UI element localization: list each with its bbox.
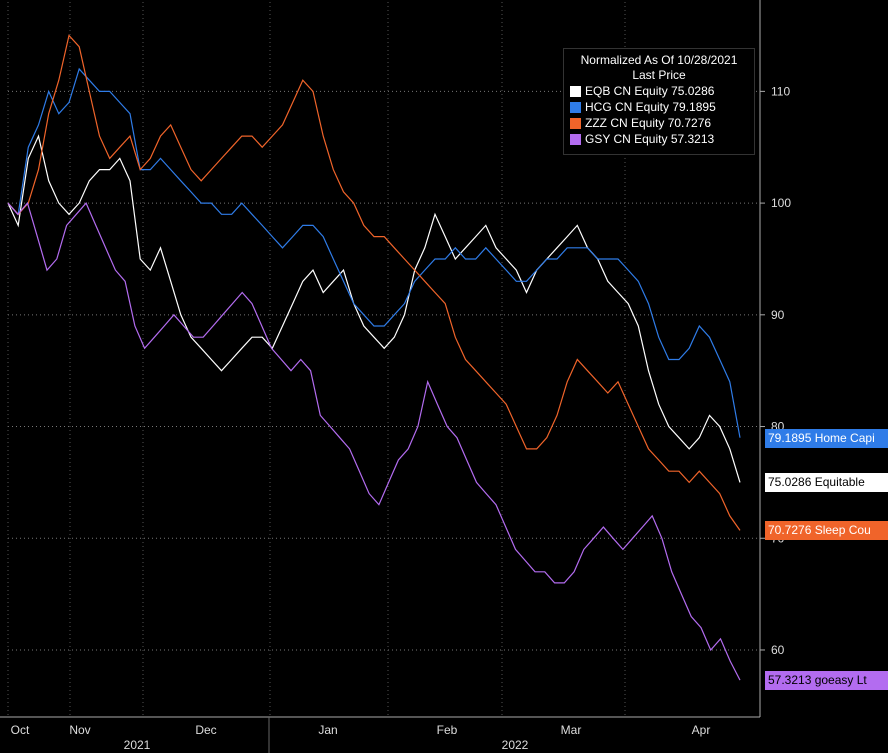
x-tick-label: Nov bbox=[69, 723, 90, 737]
series-line-hcg bbox=[7, 67, 741, 438]
y-tick-label: 110 bbox=[771, 84, 790, 98]
y-tick-label: 90 bbox=[771, 308, 785, 322]
series-line-zzz bbox=[7, 34, 741, 531]
x-tick-label: Apr bbox=[692, 723, 711, 737]
legend-entry-gsy: GSY CN Equity 57.3213 bbox=[564, 131, 754, 147]
legend-value: 75.0286 bbox=[671, 84, 715, 98]
legend-entry-eqb: EQB CN Equity 75.0286 bbox=[564, 83, 754, 99]
year-label: 2022 bbox=[502, 738, 529, 752]
y-tick-label: 100 bbox=[771, 196, 791, 210]
legend-swatch bbox=[570, 101, 581, 113]
legend-subtitle: Last Price bbox=[632, 68, 686, 82]
legend-value: 79.1895 bbox=[672, 100, 716, 114]
legend-label: ZZZ CN Equity bbox=[585, 116, 665, 130]
legend-label: HCG CN Equity bbox=[585, 100, 670, 114]
last-price-tag-gsy: 57.3213 goeasy Lt bbox=[765, 671, 888, 691]
last-price-tag-zzz: 70.7276 Sleep Cou bbox=[765, 521, 888, 541]
legend-value: 57.3213 bbox=[670, 132, 715, 146]
chart-series-lines bbox=[7, 34, 741, 681]
legend-swatch bbox=[570, 85, 581, 97]
series-line-eqb bbox=[7, 134, 741, 483]
last-price-tag-eqb: 75.0286 Equitable bbox=[765, 473, 888, 493]
legend-label: GSY CN Equity bbox=[585, 132, 668, 146]
series-line-gsy bbox=[7, 201, 741, 681]
legend-label: EQB CN Equity bbox=[585, 84, 668, 98]
x-tick-label: Jan bbox=[318, 723, 337, 737]
chart-gridlines bbox=[7, 2, 760, 717]
legend-swatch bbox=[570, 117, 581, 129]
legend-entry-hcg: HCG CN Equity 79.1895 bbox=[564, 99, 754, 115]
legend-swatch bbox=[570, 133, 581, 145]
last-price-tag-hcg: 79.1895 Home Capi bbox=[765, 428, 888, 448]
x-tick-label: Dec bbox=[195, 723, 216, 737]
legend-title: Normalized As Of 10/28/2021 bbox=[580, 53, 738, 67]
x-tick-label: Mar bbox=[561, 723, 582, 737]
x-tick-label: Oct bbox=[11, 723, 30, 737]
y-tick-label: 60 bbox=[771, 643, 785, 657]
x-tick-label: Feb bbox=[437, 723, 458, 737]
chart-legend: Normalized As Of 10/28/2021 Last Price E… bbox=[563, 48, 755, 155]
legend-value: 70.7276 bbox=[667, 116, 712, 130]
legend-entry-zzz: ZZZ CN Equity 70.7276 bbox=[564, 115, 754, 131]
year-label: 2021 bbox=[124, 738, 151, 752]
